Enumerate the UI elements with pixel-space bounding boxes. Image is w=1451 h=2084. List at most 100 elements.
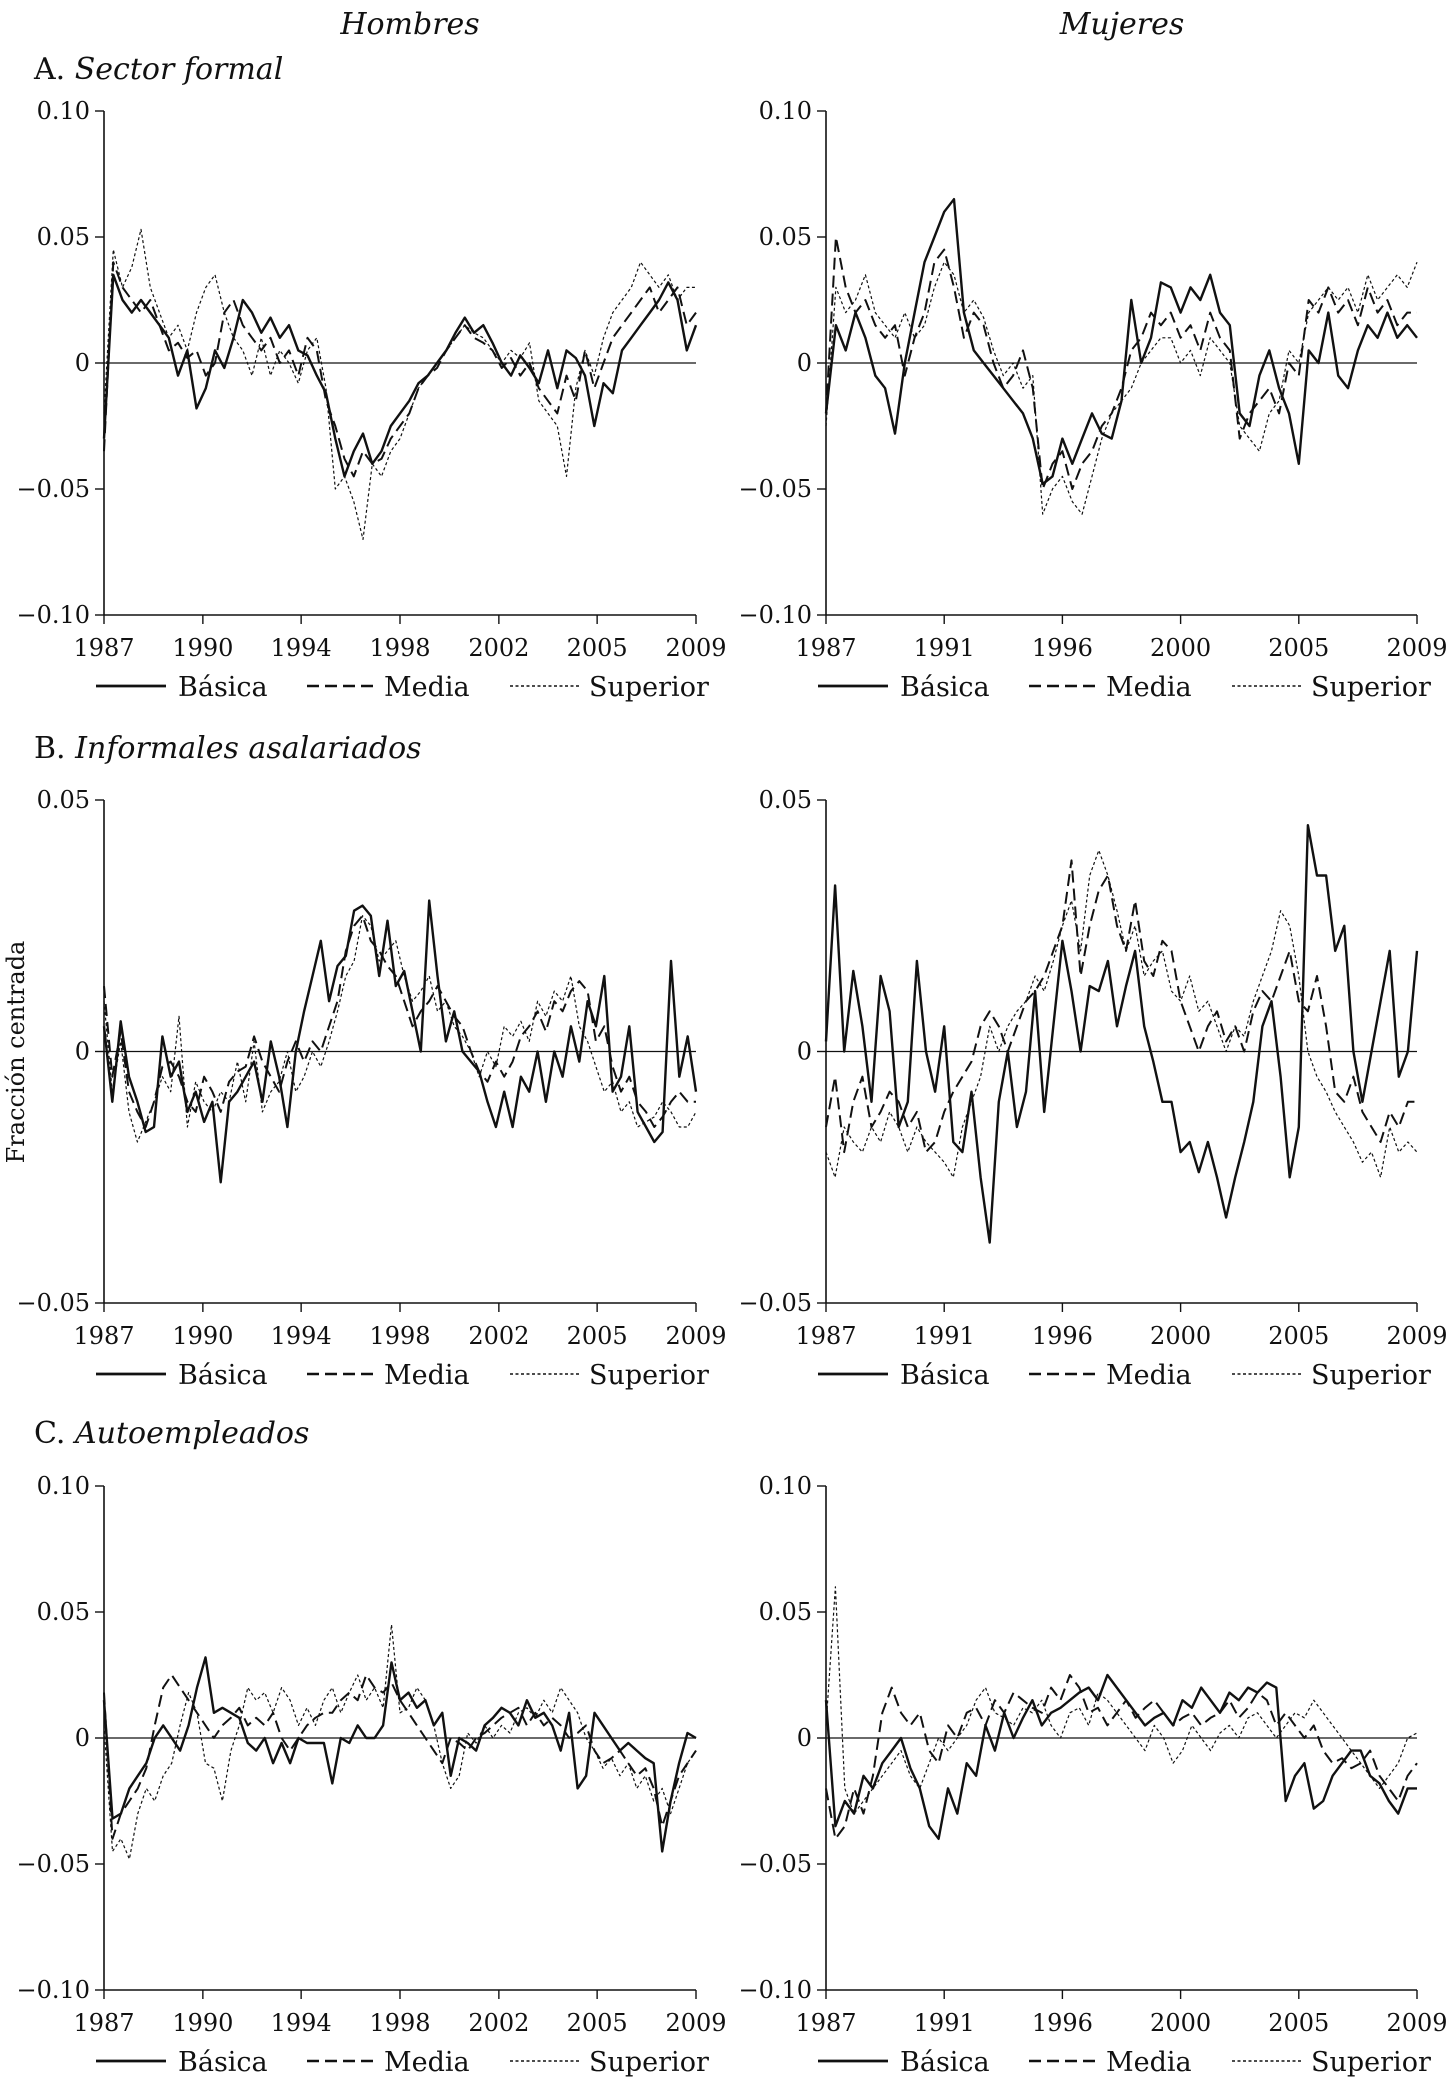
x-tick-label: 1998 [369, 634, 430, 662]
x-tick-label: 2005 [1268, 634, 1329, 662]
series-line-superior [103, 1623, 697, 1860]
series-line-basica [102, 1656, 697, 1853]
x-tick-label: 1987 [795, 634, 856, 662]
x-tick-label: 2005 [1268, 1322, 1329, 1350]
x-tick-label: 1996 [1032, 634, 1093, 662]
y-tick-label: −0.05 [16, 1850, 90, 1878]
x-tick-label: 1994 [271, 2009, 332, 2037]
x-tick-label: 1990 [172, 634, 233, 662]
series-line-basica [102, 899, 698, 1184]
x-tick-label: 1998 [369, 2009, 430, 2037]
y-tick-label: 0.05 [759, 223, 812, 251]
legend-label: Media [1106, 672, 1192, 703]
legend-label: Media [384, 2047, 470, 2078]
x-tick-label: 1987 [73, 2009, 134, 2037]
x-tick-label: 2005 [567, 2009, 628, 2037]
legend-label: Básica [178, 1360, 268, 1391]
y-axis-label: Fracción centrada [2, 941, 30, 1164]
y-tick-label: 0.10 [759, 97, 812, 125]
x-tick-label: 1991 [914, 2009, 975, 2037]
x-tick-label: 1991 [914, 1322, 975, 1350]
x-tick-label: 1996 [1032, 1322, 1093, 1350]
x-tick-label: 2009 [1386, 2009, 1447, 2037]
section-name-b: Informales asalariados [74, 731, 421, 766]
y-tick-label: 0 [797, 1038, 812, 1066]
section-prefix-b: B. [34, 731, 66, 766]
series-line-superior [825, 849, 1418, 1178]
x-tick-label: 1994 [271, 634, 332, 662]
x-tick-label: 2009 [665, 2009, 726, 2037]
y-tick-label: 0.05 [759, 786, 812, 814]
section-title-a: A. Sector formal [33, 52, 283, 87]
y-tick-label: −0.05 [16, 475, 90, 503]
y-tick-label: 0 [797, 349, 812, 377]
legend-label: Media [1106, 1360, 1192, 1391]
x-tick-label: 1991 [914, 634, 975, 662]
section-name-c: Autoempleados [72, 1416, 309, 1451]
x-tick-label: 2009 [665, 1322, 726, 1350]
legend-label: Superior [1311, 2047, 1431, 2078]
y-tick-label: 0.05 [37, 223, 90, 251]
legend-label: Básica [178, 2047, 268, 2078]
panel-c-hombres: 0.10 0.05 0 −0.05 −0.10 1987 1990 1994 1998 2002 2… [16, 1472, 726, 2078]
x-tick-label: 1994 [271, 1322, 332, 1350]
x-tick-label: 1990 [172, 2009, 233, 2037]
x-tick-label: 2009 [665, 634, 726, 662]
legend-label: Superior [589, 1360, 709, 1391]
series-line-basica [824, 1673, 1417, 1841]
x-tick-label: 2002 [468, 1322, 529, 1350]
x-tick-label: 2000 [1150, 634, 1211, 662]
section-name-a: Sector formal [75, 52, 284, 87]
y-tick-label: 0 [75, 1038, 90, 1066]
series-line-superior [825, 1586, 1418, 1815]
x-tick-label: 1987 [795, 2009, 856, 2037]
x-tick-label: 1998 [369, 1322, 430, 1350]
series-line-basica [824, 824, 1419, 1244]
x-tick-label: 2002 [468, 2009, 529, 2037]
panel-c-mujeres: 0.10 0.05 0 −0.05 −0.10 1987 1991 1996 2000 2005 2… [738, 1472, 1447, 2078]
legend-label: Básica [900, 2047, 990, 2078]
x-tick-label: 1987 [795, 1322, 856, 1350]
series-line-basica [102, 273, 698, 478]
y-tick-label: 0.05 [37, 1598, 90, 1626]
panel-b-hombres: 0.05 0 −0.05 1987 1990 1994 1998 2002 2005 2009 Bá… [16, 786, 726, 1391]
legend-label: Básica [900, 672, 990, 703]
panel-b-mujeres: 0.05 0 −0.05 1987 1991 1996 2000 2005 2009 Básica… [738, 786, 1447, 1391]
section-title-b: B. Informales asalariados [34, 731, 422, 766]
legend-label: Básica [178, 672, 268, 703]
legend-label: Superior [589, 2047, 709, 2078]
y-tick-label: −0.10 [16, 601, 90, 629]
y-tick-label: −0.05 [738, 1289, 812, 1317]
section-prefix-a: A. [33, 52, 65, 87]
series-line-superior [103, 228, 696, 541]
x-tick-label: 2002 [468, 634, 529, 662]
column-title-mujeres: Mujeres [1059, 7, 1185, 42]
legend-label: Superior [589, 672, 709, 703]
series-line-media [103, 261, 697, 478]
y-tick-label: 0.05 [37, 786, 90, 814]
y-tick-label: −0.05 [738, 1850, 812, 1878]
x-tick-label: 1990 [172, 1322, 233, 1350]
y-tick-label: −0.05 [738, 475, 812, 503]
section-prefix-c: C. [34, 1416, 65, 1451]
column-title-hombres: Hombres [339, 7, 479, 42]
x-tick-label: 2009 [1386, 1322, 1447, 1350]
y-tick-label: 0 [75, 349, 90, 377]
x-tick-label: 1987 [73, 634, 134, 662]
series-line-superior [103, 915, 697, 1143]
y-tick-label: 0.10 [37, 97, 90, 125]
y-tick-label: 0.10 [37, 1472, 90, 1500]
y-tick-label: 0 [797, 1724, 812, 1752]
y-tick-label: 0 [75, 1724, 90, 1752]
x-tick-label: 1996 [1032, 2009, 1093, 2037]
y-tick-label: 0.10 [759, 1472, 812, 1500]
panel-a-mujeres: 0.10 0.05 0 −0.05 −0.10 1987 1991 1996 2000 2005 2… [738, 97, 1447, 703]
legend-label: Media [384, 672, 470, 703]
x-tick-label: 2000 [1150, 1322, 1211, 1350]
series-line-media [825, 859, 1417, 1154]
x-tick-label: 2005 [567, 634, 628, 662]
series-line-superior [825, 261, 1418, 515]
series-line-media [825, 236, 1417, 490]
y-tick-label: −0.10 [738, 1976, 812, 2004]
